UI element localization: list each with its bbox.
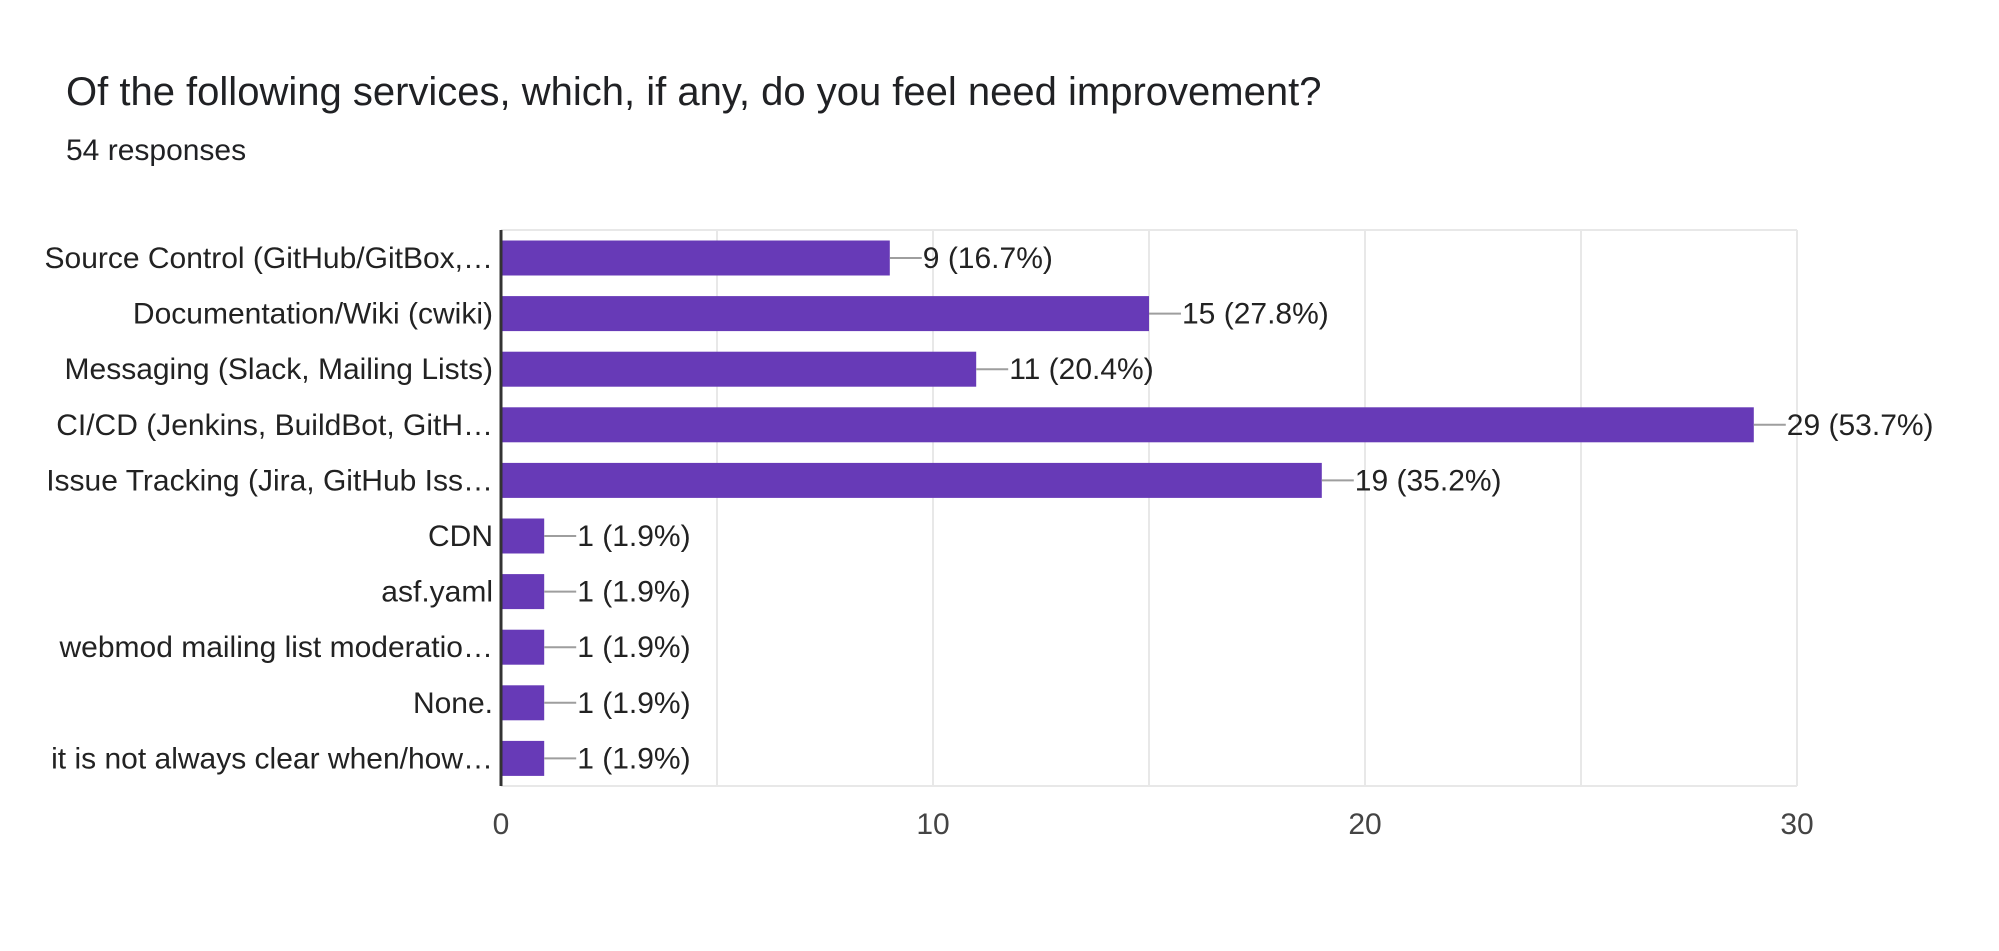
category-label: asf.yaml [381,576,493,609]
bar [501,518,545,554]
bar [501,407,1754,443]
value-label: 11 (20.4%) [1009,353,1154,386]
bar [501,685,545,721]
value-label: 1 (1.9%) [577,576,690,609]
value-label: 1 (1.9%) [577,631,690,664]
bar [501,629,545,665]
value-label: 19 (35.2%) [1355,464,1502,497]
value-label: 1 (1.9%) [577,742,690,775]
bar [501,296,1149,332]
category-label: None. [413,687,493,720]
category-label: Documentation/Wiki (cwiki) [133,298,493,331]
bar [501,740,545,776]
x-tick-label: 10 [916,808,949,841]
value-label: 29 (53.7%) [1787,409,1934,442]
chart-title: Of the following services, which, if any… [66,70,1322,114]
response-count: 54 responses [66,134,247,167]
bar [501,351,977,387]
category-label: it is not always clear when/how… [51,742,493,775]
x-tick-label: 0 [493,808,510,841]
category-label: webmod mailing list moderatio… [58,631,493,664]
category-label: CDN [428,520,493,553]
bar [501,240,890,276]
value-label: 9 (16.7%) [923,242,1053,275]
value-label: 1 (1.9%) [577,687,690,720]
category-label: Messaging (Slack, Mailing Lists) [65,353,493,386]
x-tick-label: 30 [1780,808,1813,841]
value-label: 1 (1.9%) [577,520,690,553]
bar [501,574,545,610]
x-tick-label: 20 [1348,808,1381,841]
category-label: Source Control (GitHub/GitBox,… [45,242,494,275]
value-label: 15 (27.8%) [1182,298,1329,331]
category-label: CI/CD (Jenkins, BuildBot, GitH… [56,409,493,442]
category-label: Issue Tracking (Jira, GitHub Iss… [46,464,493,497]
bar [501,462,1322,498]
